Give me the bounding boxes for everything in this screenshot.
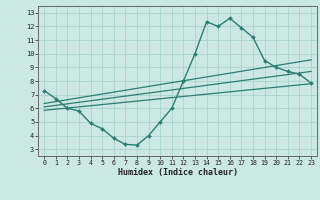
X-axis label: Humidex (Indice chaleur): Humidex (Indice chaleur) [118,168,238,177]
